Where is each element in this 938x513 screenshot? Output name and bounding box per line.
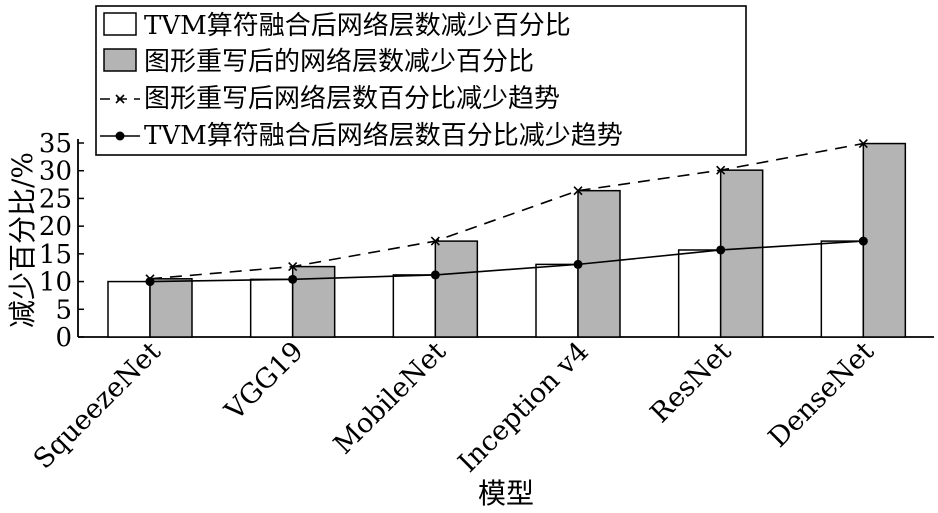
- legend-box: [95, 5, 747, 156]
- bar-tvm: [249, 278, 294, 338]
- trend-point-tvm: [858, 236, 868, 246]
- trend-line-rewrite: [149, 142, 864, 280]
- legend-swatch-bar-rewrite: [103, 48, 137, 72]
- bar-rewrite: [291, 265, 336, 338]
- bar-tvm: [107, 280, 151, 338]
- legend: TVM算符融合后网络层数减少百分比 图形重写后的网络层数减少百分比 图形重写后网…: [95, 5, 747, 156]
- trend-point-rewrite: [858, 138, 868, 149]
- bar-rewrite: [149, 278, 193, 338]
- y-tick-label: 5: [55, 295, 72, 325]
- bar-rewrite: [719, 169, 764, 338]
- trend-point-rewrite: [573, 186, 583, 196]
- y-tick-label: 15: [39, 240, 72, 270]
- y-axis-label: 减少百分比/%: [6, 152, 39, 328]
- trend-point-tvm: [288, 274, 298, 284]
- y-tick-label: 20: [39, 212, 72, 242]
- trend-point-tvm: [573, 259, 583, 269]
- x-tick-label: MobileNet: [328, 336, 452, 460]
- y-tick-label: 0: [55, 323, 72, 353]
- trend-point-rewrite: [716, 165, 726, 175]
- x-axis-label: 模型: [478, 477, 534, 510]
- bar-tvm: [820, 240, 865, 338]
- y-tick-label: 25: [39, 184, 72, 214]
- y-tick-label: 10: [39, 268, 72, 298]
- bar-tvm: [392, 274, 437, 338]
- x-tick-label: DenseNet: [763, 336, 881, 454]
- trend-point-tvm: [145, 277, 155, 287]
- legend-label-bar-tvm: TVM算符融合后网络层数减少百分比: [144, 11, 571, 41]
- bar-tvm: [535, 263, 579, 338]
- trend-point-tvm: [430, 270, 440, 280]
- trend-point-tvm: [716, 245, 726, 255]
- y-tick-label: 30: [39, 157, 72, 187]
- legend-marker-dot: [115, 131, 125, 141]
- bar-rewrite: [577, 189, 621, 338]
- legend-marker-x: [115, 94, 125, 104]
- x-tick-label: ResNet: [645, 336, 738, 429]
- trend-line-tvm: [149, 240, 864, 283]
- trend-point-rewrite: [430, 236, 440, 246]
- legend-swatch-bar-tvm: [103, 12, 137, 36]
- legend-label-line-tvm: TVM算符融合后网络层数百分比减少趋势: [144, 121, 623, 151]
- x-tick-label: VGG19: [218, 336, 309, 427]
- y-tick-label: 35: [39, 129, 72, 159]
- bar-tvm: [677, 249, 722, 338]
- bar-rewrite: [434, 240, 479, 338]
- bar-rewrite: [862, 142, 907, 338]
- trend-point-rewrite: [288, 262, 298, 272]
- legend-label-bar-rewrite: 图形重写后的网络层数减少百分比: [144, 47, 534, 77]
- legend-label-line-rewrite: 图形重写后网络层数百分比减少趋势: [144, 84, 560, 114]
- x-tick-label: SqueezeNet: [28, 336, 167, 475]
- x-tick-label: Inception v4: [452, 336, 595, 479]
